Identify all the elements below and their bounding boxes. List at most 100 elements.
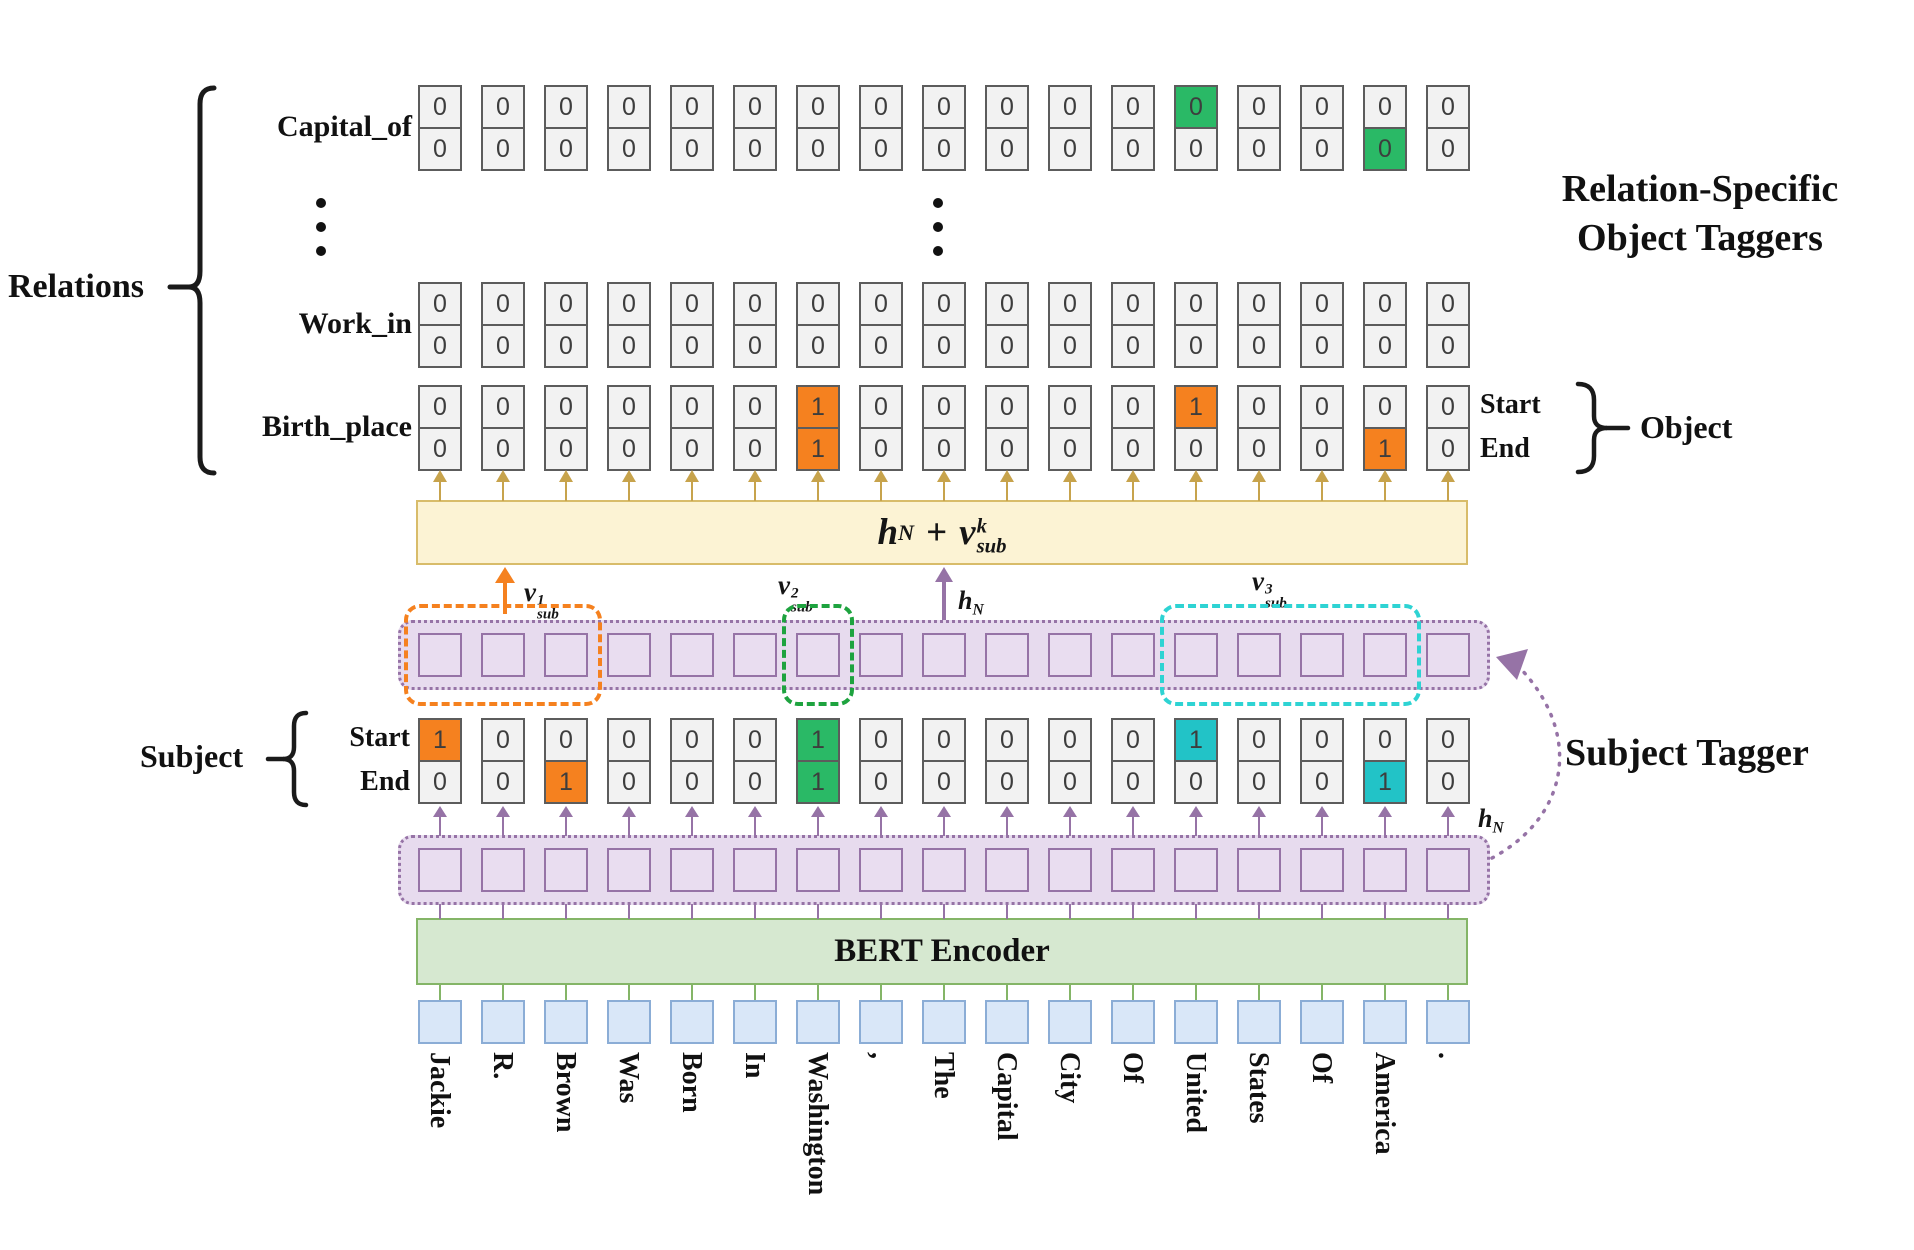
token-box-col6 bbox=[796, 1000, 840, 1044]
subject-tagger-end-cell: 0 bbox=[1426, 760, 1470, 804]
object-tagger-capital_of-start-cell: 0 bbox=[1111, 85, 1155, 129]
token-word-col0: Jackie bbox=[424, 1052, 455, 1129]
subject-repr-square-col10 bbox=[1048, 633, 1092, 677]
gold-arrow-col4-head bbox=[685, 470, 699, 482]
object-tagger-capital_of-start-cell: 0 bbox=[1300, 85, 1344, 129]
subject-arrow-col1-shaft bbox=[502, 815, 504, 836]
encoded-repr-square-col12 bbox=[1174, 848, 1218, 892]
formula-h: h bbox=[877, 512, 899, 553]
object-tagger-birth_place-end-cell: 0 bbox=[1048, 427, 1092, 471]
object-tagger-work_in-start-cell: 0 bbox=[1426, 282, 1470, 326]
token-to-encoder-stub-col2 bbox=[565, 984, 567, 1001]
object-tagger-work_in-start-cell: 0 bbox=[859, 282, 903, 326]
subject-repr-square-col4 bbox=[670, 633, 714, 677]
v2-base: v bbox=[778, 570, 790, 600]
object-tagger-work_in-end-cell: 0 bbox=[544, 324, 588, 368]
token-box-col13 bbox=[1237, 1000, 1281, 1044]
subject-repr-square-col0 bbox=[418, 633, 462, 677]
token-word-col7: , bbox=[865, 1052, 896, 1059]
object-tagger-capital_of-end-cell: 0 bbox=[1237, 127, 1281, 171]
gold-arrow-col9-head bbox=[1000, 470, 1014, 482]
subject-tagger-start-cell: 0 bbox=[859, 718, 903, 762]
subject-arrow-col16-head bbox=[1441, 806, 1455, 817]
token-word-col15: America bbox=[1369, 1052, 1400, 1155]
object-tagger-birth_place-end-cell: 0 bbox=[922, 427, 966, 471]
object-tagger-birth_place-end-cell: 0 bbox=[733, 427, 777, 471]
token-box-col12 bbox=[1174, 1000, 1218, 1044]
token-to-encoder-stub-col3 bbox=[628, 984, 630, 1001]
relation-row-label-work-in: Work_in bbox=[298, 307, 412, 340]
object-tagger-capital_of-end-cell: 0 bbox=[481, 127, 525, 171]
object-tagger-work_in-end-cell: 0 bbox=[922, 324, 966, 368]
encoder-to-row-stub-col8 bbox=[943, 904, 945, 919]
subject-arrow-col4-shaft bbox=[691, 815, 693, 836]
v1-supsub: 1 sub bbox=[537, 593, 559, 623]
object-tagger-work_in-end-cell: 0 bbox=[1426, 324, 1470, 368]
subject-tagger-title: Subject Tagger bbox=[1565, 732, 1809, 774]
object-tagger-birth_place-start-cell: 0 bbox=[670, 385, 714, 429]
object-tagger-capital_of-end-cell: 0 bbox=[922, 127, 966, 171]
object-tagger-work_in-end-cell: 0 bbox=[985, 324, 1029, 368]
token-box-col9 bbox=[985, 1000, 1029, 1044]
object-tagger-birth_place-end-cell: 1 bbox=[1363, 427, 1407, 471]
token-word-col5: In bbox=[739, 1052, 770, 1079]
object-tagger-birth_place-start-cell: 0 bbox=[1111, 385, 1155, 429]
object-tagger-work_in-start-cell: 0 bbox=[1363, 282, 1407, 326]
encoder-to-row-stub-col9 bbox=[1006, 904, 1008, 919]
subject-arrow-col13-head bbox=[1252, 806, 1266, 817]
object-tagger-capital_of-start-cell: 0 bbox=[1174, 85, 1218, 129]
subject-span-orange bbox=[404, 604, 602, 706]
token-word-col3: Was bbox=[613, 1052, 644, 1104]
object-tagger-work_in-start-cell: 0 bbox=[1237, 282, 1281, 326]
v2-sup: 2 bbox=[790, 585, 799, 602]
subject-tagger-start-cell: 0 bbox=[1363, 718, 1407, 762]
encoder-to-row-stub-col4 bbox=[691, 904, 693, 919]
encoded-repr-square-col1 bbox=[481, 848, 525, 892]
object-tagger-capital_of-end-cell: 0 bbox=[1300, 127, 1344, 171]
object-tagger-birth_place-end-cell: 0 bbox=[1237, 427, 1281, 471]
object-tagger-birth_place-start-cell: 0 bbox=[1237, 385, 1281, 429]
token-to-encoder-stub-col8 bbox=[943, 984, 945, 1001]
relation-specific-object-taggers-title: Relation-Specific Object Taggers bbox=[1480, 165, 1914, 263]
token-to-encoder-stub-col0 bbox=[439, 984, 441, 1001]
subject-tagger-start-cell: 1 bbox=[418, 718, 462, 762]
token-word-col4: Born bbox=[676, 1052, 707, 1113]
object-tagger-birth_place-start-cell: 0 bbox=[1300, 385, 1344, 429]
subject-arrow-col10-shaft bbox=[1069, 815, 1071, 836]
object-tagger-work_in-start-cell: 0 bbox=[544, 282, 588, 326]
encoded-repr-square-col8 bbox=[922, 848, 966, 892]
object-tagger-birth_place-end-cell: 1 bbox=[796, 427, 840, 471]
ellipsis-dot-left-1 bbox=[316, 222, 326, 232]
object-tagger-work_in-end-cell: 0 bbox=[418, 324, 462, 368]
encoded-repr-square-col11 bbox=[1111, 848, 1155, 892]
encoder-to-row-stub-col10 bbox=[1069, 904, 1071, 919]
encoder-to-row-stub-col0 bbox=[439, 904, 441, 919]
object-tagger-birth_place-start-cell: 0 bbox=[418, 385, 462, 429]
object-tagger-birth_place-end-cell: 0 bbox=[481, 427, 525, 471]
formula-v-subscript: sub bbox=[976, 535, 1007, 558]
ellipsis-dot-middle-0 bbox=[933, 198, 943, 208]
subject-tagger-start-cell: 0 bbox=[1237, 718, 1281, 762]
subject-repr-square-col7 bbox=[859, 633, 903, 677]
subject-arrow-col9-head bbox=[1000, 806, 1014, 817]
object-tagger-birth_place-start-cell: 1 bbox=[796, 385, 840, 429]
subject-tagger-end-cell: 0 bbox=[985, 760, 1029, 804]
gold-arrow-col13-shaft bbox=[1258, 480, 1260, 501]
gold-arrow-col6-head bbox=[811, 470, 825, 482]
subject-arrow-col14-shaft bbox=[1321, 815, 1323, 836]
object-tagger-capital_of-end-cell: 0 bbox=[1174, 127, 1218, 171]
subject-tagger-start-cell: 0 bbox=[985, 718, 1029, 762]
subject-tagger-start-cell: 0 bbox=[670, 718, 714, 762]
token-box-col5 bbox=[733, 1000, 777, 1044]
subject-arrow-col9-shaft bbox=[1006, 815, 1008, 836]
hn-top-sub: N bbox=[972, 601, 984, 619]
encoded-repr-square-col15 bbox=[1363, 848, 1407, 892]
subject-tagger-start-cell: 0 bbox=[544, 718, 588, 762]
object-tagger-work_in-end-cell: 0 bbox=[481, 324, 525, 368]
subject-repr-square-col11 bbox=[1111, 633, 1155, 677]
object-tagger-capital_of-end-cell: 0 bbox=[796, 127, 840, 171]
hn-top-base: h bbox=[958, 586, 973, 615]
gold-arrow-col3-head bbox=[622, 470, 636, 482]
object-tagger-birth_place-start-cell: 0 bbox=[481, 385, 525, 429]
